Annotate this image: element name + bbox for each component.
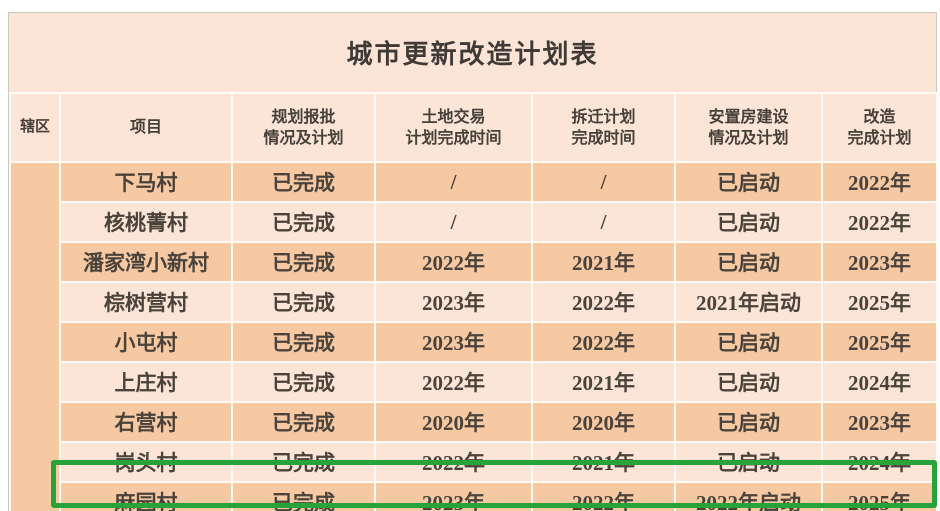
col-header-district: 辖区	[9, 92, 61, 163]
col-header-land: 土地交易 计划完成时间	[374, 92, 533, 163]
page-title: 城市更新改造计划表	[9, 13, 936, 92]
cell-demolition: 2022年	[531, 281, 676, 323]
table-row: 小屯村 已完成 2023年 2022年 已启动 2025年	[10, 321, 938, 363]
plan-table-container: 城市更新改造计划表 辖区 项目 规划报批 情况及计划	[8, 12, 938, 511]
cell-completion: 2023年	[821, 241, 938, 283]
col-header-planning-line1: 规划报批	[271, 108, 336, 126]
cell-land: 2022年	[374, 361, 533, 403]
col-header-completion: 改造 完成计划	[821, 92, 938, 163]
cell-completion: 2025年	[821, 281, 938, 323]
cell-resettlement: 2022年启动	[674, 481, 823, 511]
col-header-resettlement-line1: 安置房建设	[708, 108, 789, 126]
cell-planning: 已完成	[231, 281, 376, 323]
col-header-completion-line1: 改造	[863, 108, 896, 126]
cell-planning: 已完成	[231, 481, 376, 511]
col-header-resettlement-line2: 情况及计划	[708, 129, 789, 147]
cell-completion: 2022年	[821, 201, 938, 243]
table-row: 潘家湾小新村 已完成 2022年 2021年 已启动 2023年	[10, 241, 938, 283]
cell-completion: 2023年	[821, 401, 938, 443]
col-header-planning-line2: 情况及计划	[263, 129, 344, 147]
cell-land: /	[374, 201, 533, 243]
col-header-demolition-line2: 完成时间	[571, 129, 636, 147]
col-header-project-label: 项目	[129, 119, 162, 136]
cell-planning: 已完成	[231, 241, 376, 283]
cell-land: 2020年	[374, 401, 533, 443]
cell-resettlement: 已启动	[674, 241, 823, 283]
cell-resettlement: 已启动	[674, 441, 823, 483]
table-row: 上庄村 已完成 2022年 2021年 已启动 2024年	[10, 361, 938, 403]
cell-project: 麻园村	[59, 481, 233, 511]
cell-project: 棕树营村	[59, 281, 233, 323]
cell-land: 2023年	[374, 281, 533, 323]
cell-demolition: 2022年	[531, 321, 676, 363]
col-header-demolition: 拆迁计划 完成时间	[531, 92, 676, 163]
district-merged-cell	[9, 161, 61, 511]
table-row-highlighted: 麻园村 已完成 2023年 2022年 2022年启动 2025年	[10, 481, 938, 511]
header-row: 辖区 项目 规划报批 情况及计划 土地交易 计划完成时间 拆迁计划	[9, 92, 938, 163]
cell-project: 岗头村	[59, 441, 233, 483]
cell-resettlement: 2021年启动	[674, 281, 823, 323]
cell-resettlement: 已启动	[674, 161, 823, 203]
cell-land: 2022年	[374, 241, 533, 283]
col-header-planning: 规划报批 情况及计划	[231, 92, 376, 163]
cell-demolition: /	[531, 161, 676, 203]
table-row: 核桃菁村 已完成 / / 已启动 2022年	[10, 201, 938, 243]
cell-demolition: 2021年	[531, 361, 676, 403]
cell-land: 2023年	[374, 321, 533, 363]
table-row: 棕树营村 已完成 2023年 2022年 2021年启动 2025年	[10, 281, 938, 323]
cell-project: 右营村	[59, 401, 233, 443]
cell-demolition: 2021年	[531, 241, 676, 283]
cell-planning: 已完成	[231, 201, 376, 243]
cell-demolition: 2022年	[531, 481, 676, 511]
cell-land: 2022年	[374, 441, 533, 483]
cell-completion: 2022年	[821, 161, 938, 203]
cell-planning: 已完成	[231, 441, 376, 483]
cell-resettlement: 已启动	[674, 321, 823, 363]
cell-planning: 已完成	[231, 361, 376, 403]
col-header-district-label: 辖区	[19, 119, 50, 135]
cell-demolition: 2021年	[531, 441, 676, 483]
cell-resettlement: 已启动	[674, 361, 823, 403]
col-header-demolition-line1: 拆迁计划	[571, 108, 636, 126]
cell-resettlement: 已启动	[674, 201, 823, 243]
cell-project: 小屯村	[59, 321, 233, 363]
cell-project: 潘家湾小新村	[59, 241, 233, 283]
cell-completion: 2024年	[821, 441, 938, 483]
cell-planning: 已完成	[231, 161, 376, 203]
col-header-land-line1: 土地交易	[421, 108, 486, 126]
cell-demolition: /	[531, 201, 676, 243]
table-row: 岗头村 已完成 2022年 2021年 已启动 2024年	[10, 441, 938, 483]
cell-land: /	[374, 161, 533, 203]
cell-land: 2023年	[374, 481, 533, 511]
table-row: 右营村 已完成 2020年 2020年 已启动 2023年	[10, 401, 938, 443]
cell-project: 下马村	[59, 161, 233, 203]
cell-planning: 已完成	[231, 401, 376, 443]
urban-renewal-table: 辖区 项目 规划报批 情况及计划 土地交易 计划完成时间 拆迁计划	[9, 92, 938, 511]
cell-resettlement: 已启动	[674, 401, 823, 443]
cell-project: 上庄村	[59, 361, 233, 403]
col-header-resettlement: 安置房建设 情况及计划	[674, 92, 823, 163]
col-header-project: 项目	[59, 92, 233, 163]
col-header-completion-line2: 完成计划	[847, 129, 912, 147]
cell-demolition: 2020年	[531, 401, 676, 443]
cell-completion: 2025年	[821, 321, 938, 363]
cell-planning: 已完成	[231, 321, 376, 363]
col-header-land-line2: 计划完成时间	[405, 129, 502, 147]
cell-project: 核桃菁村	[59, 201, 233, 243]
cell-completion: 2025年	[821, 481, 938, 511]
cell-completion: 2024年	[821, 361, 938, 403]
table-row: 下马村 已完成 / / 已启动 2022年	[9, 161, 938, 511]
